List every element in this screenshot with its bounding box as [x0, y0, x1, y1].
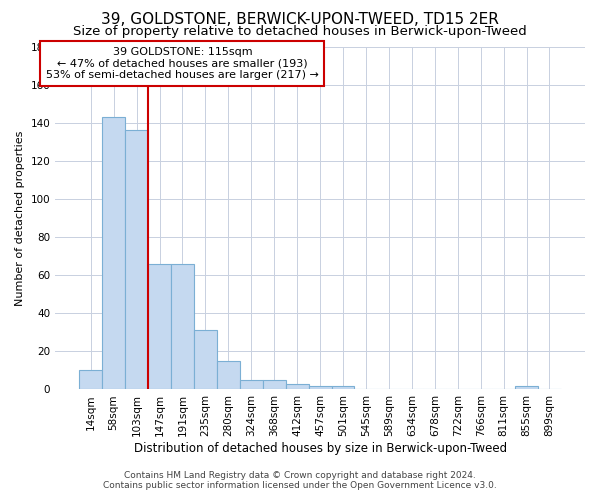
- Bar: [217, 361, 240, 390]
- Bar: [148, 264, 171, 390]
- Bar: [125, 130, 148, 390]
- Bar: [286, 384, 308, 390]
- Bar: [240, 380, 263, 390]
- Bar: [194, 330, 217, 390]
- Text: Contains HM Land Registry data © Crown copyright and database right 2024.
Contai: Contains HM Land Registry data © Crown c…: [103, 470, 497, 490]
- X-axis label: Distribution of detached houses by size in Berwick-upon-Tweed: Distribution of detached houses by size …: [134, 442, 506, 455]
- Bar: [79, 370, 102, 390]
- Text: 39, GOLDSTONE, BERWICK-UPON-TWEED, TD15 2ER: 39, GOLDSTONE, BERWICK-UPON-TWEED, TD15 …: [101, 12, 499, 28]
- Bar: [171, 264, 194, 390]
- Bar: [332, 386, 355, 390]
- Bar: [263, 380, 286, 390]
- Text: Size of property relative to detached houses in Berwick-upon-Tweed: Size of property relative to detached ho…: [73, 25, 527, 38]
- Bar: [308, 386, 332, 390]
- Bar: [102, 117, 125, 390]
- Y-axis label: Number of detached properties: Number of detached properties: [15, 130, 25, 306]
- Bar: [515, 386, 538, 390]
- Text: 39 GOLDSTONE: 115sqm
← 47% of detached houses are smaller (193)
53% of semi-deta: 39 GOLDSTONE: 115sqm ← 47% of detached h…: [46, 47, 319, 80]
